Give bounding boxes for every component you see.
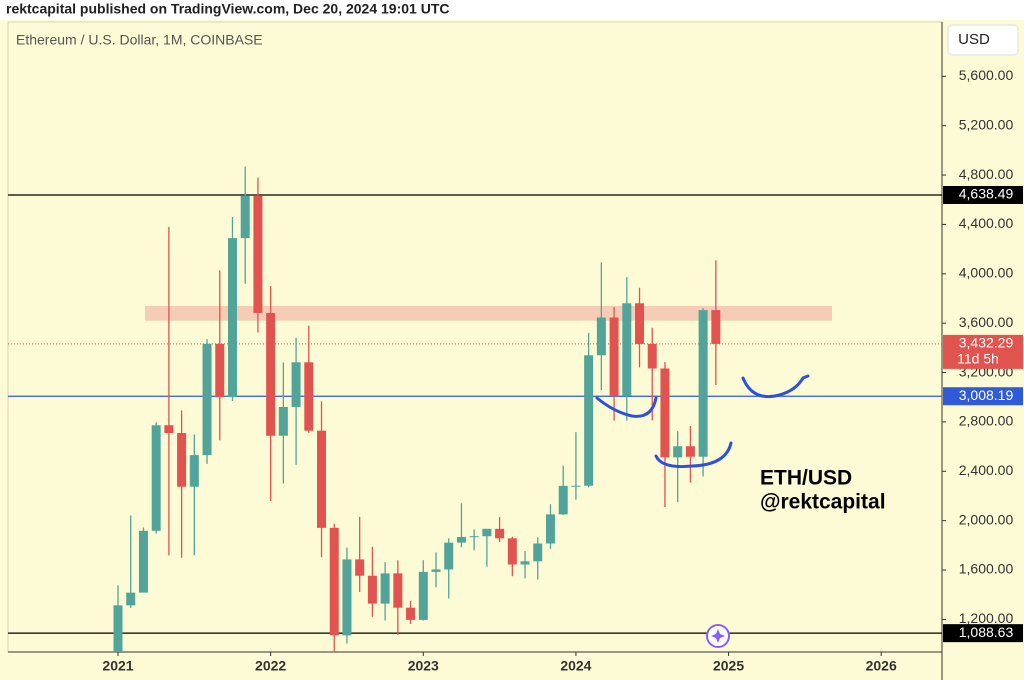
- x-tick-label: 2025: [713, 658, 744, 674]
- candle-body: [622, 303, 632, 396]
- candle-body: [291, 362, 301, 407]
- candle-body: [253, 195, 263, 313]
- x-tick-label: 2024: [560, 658, 591, 674]
- candle-body: [431, 569, 441, 572]
- candle-body: [113, 605, 123, 652]
- candle-body: [673, 446, 683, 458]
- y-tick-label: 2,800.00: [959, 413, 1014, 429]
- resistance-zone: [145, 305, 832, 321]
- x-tick-label: 2021: [102, 658, 133, 674]
- level-label-box: [943, 185, 1023, 204]
- currency: USD: [958, 31, 990, 48]
- candle-body: [126, 592, 136, 606]
- candle-body: [685, 446, 695, 457]
- candle-body: [609, 317, 619, 396]
- candle-body: [545, 514, 555, 544]
- y-tick-label: 3,600.00: [959, 314, 1014, 330]
- y-tick-label: 4,400.00: [959, 215, 1014, 231]
- candle-body: [418, 571, 428, 620]
- level-label: 1,088.63: [959, 624, 1014, 640]
- countdown: 11d 5h: [957, 351, 999, 367]
- annotation: @rektcapital: [760, 491, 886, 514]
- candle-body: [482, 528, 492, 537]
- candle-body: [355, 559, 365, 576]
- candle-body: [329, 527, 339, 636]
- plot: [8, 166, 942, 652]
- y-tick-label: 5,600.00: [959, 67, 1014, 83]
- candle-body: [444, 542, 454, 570]
- hand-drawn-curve: [595, 396, 658, 418]
- header-bar: [0, 0, 1024, 20]
- x-tick-label: 2026: [866, 658, 897, 674]
- candle-body: [215, 343, 225, 398]
- y-tick-label: 5,200.00: [959, 116, 1014, 132]
- candle-body: [138, 530, 148, 593]
- candle-body: [304, 362, 314, 431]
- level-label: 3,008.19: [959, 387, 1014, 403]
- candle-body: [367, 575, 377, 604]
- candle-body: [456, 536, 466, 543]
- candle-body: [406, 607, 416, 620]
- axis: 1,200.00 1,600.00 2,000.00 2,400.00 2,800.00…: [102, 67, 1023, 674]
- annotation: ETH/USD: [760, 467, 852, 490]
- candle-body: [278, 406, 288, 436]
- last-price-label: 3,432.29: [959, 335, 1014, 351]
- candle-body: [507, 538, 517, 565]
- y-tick-label: 1,600.00: [959, 561, 1014, 577]
- y-tick-label: 2,000.00: [959, 511, 1014, 527]
- level-label: 4,638.49: [959, 186, 1014, 202]
- candle-body: [227, 238, 237, 398]
- candle-body: [342, 559, 352, 636]
- last-price-box: [943, 334, 1023, 369]
- candle-body: [711, 310, 721, 344]
- currency-box[interactable]: [947, 24, 1019, 56]
- x-tick-label: 2023: [408, 658, 439, 674]
- pane: [7, 21, 943, 653]
- hand-drawn-curve: [654, 441, 733, 468]
- candle-body: [266, 312, 276, 436]
- candle-body: [635, 303, 645, 344]
- candle-body: [202, 343, 212, 456]
- drawings: [595, 374, 810, 468]
- header: rektcapital published on TradingView.com…: [6, 1, 450, 17]
- event-icon-star: [711, 629, 725, 643]
- candle-body: [596, 317, 606, 356]
- candle-body: [380, 573, 390, 604]
- candle-body: [520, 561, 530, 565]
- candle-body: [660, 368, 670, 458]
- candle-body: [558, 485, 568, 515]
- candle-body: [533, 543, 543, 562]
- symbol-title: Ethereum / U.S. Dollar, 1M, COINBASE: [16, 32, 263, 48]
- x-tick-label: 2022: [255, 658, 286, 674]
- candle-body: [317, 430, 327, 528]
- candle-body: [571, 485, 581, 487]
- candle-body: [189, 455, 199, 487]
- candle-body: [164, 425, 174, 434]
- candle-body: [584, 355, 594, 486]
- candle-body: [647, 343, 657, 369]
- candle-body: [151, 425, 161, 531]
- level-label-box: [943, 624, 1023, 643]
- candle-body: [177, 433, 187, 487]
- y-tick-label: 2,400.00: [959, 462, 1014, 478]
- candle-body: [240, 195, 250, 239]
- y-tick-label: 1,200.00: [959, 610, 1014, 626]
- candle-body: [495, 528, 505, 539]
- level-label-box: [943, 387, 1023, 406]
- hand-drawn-curve: [741, 374, 810, 399]
- candle-body: [698, 310, 708, 457]
- candle-body: [469, 536, 479, 538]
- y-tick-label: 4,800.00: [959, 166, 1014, 182]
- candle-body: [393, 573, 403, 608]
- y-tick-label: 4,000.00: [959, 265, 1014, 281]
